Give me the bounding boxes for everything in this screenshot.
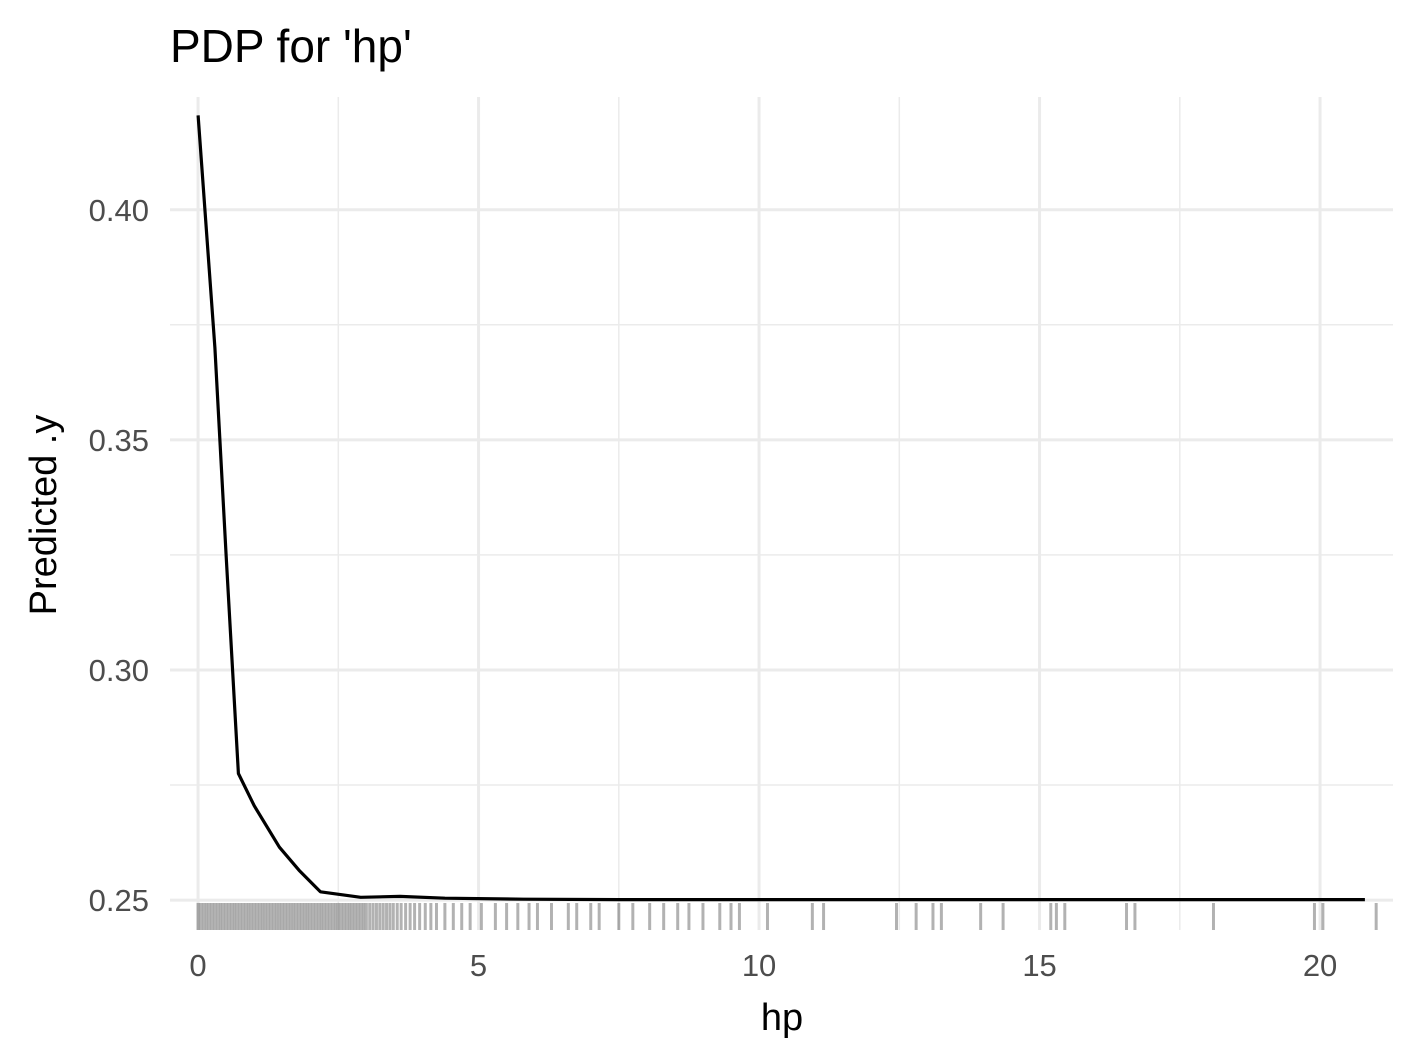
y-tick-label: 0.35 [89,423,149,458]
x-tick-label: 10 [742,948,776,983]
rug-marks [196,903,1378,930]
x-tick-label: 0 [189,948,206,983]
y-tick-label: 0.25 [89,883,149,918]
x-axis-ticks: 0 5 10 15 20 [189,948,1337,983]
y-axis-title: Predicted .y [23,415,65,616]
series-line [196,115,1365,902]
x-tick-label: 20 [1303,948,1337,983]
y-tick-label: 0.40 [89,193,149,228]
chart-title: PDP for 'hp' [170,20,412,72]
x-axis-title: hp [761,997,803,1039]
y-tick-label: 0.30 [89,653,149,688]
x-tick-label: 5 [470,948,487,983]
series-layer [196,115,1365,902]
y-axis-ticks: 0.25 0.30 0.35 0.40 [89,193,149,918]
grid-lines [170,97,1393,930]
x-tick-label: 15 [1022,948,1056,983]
